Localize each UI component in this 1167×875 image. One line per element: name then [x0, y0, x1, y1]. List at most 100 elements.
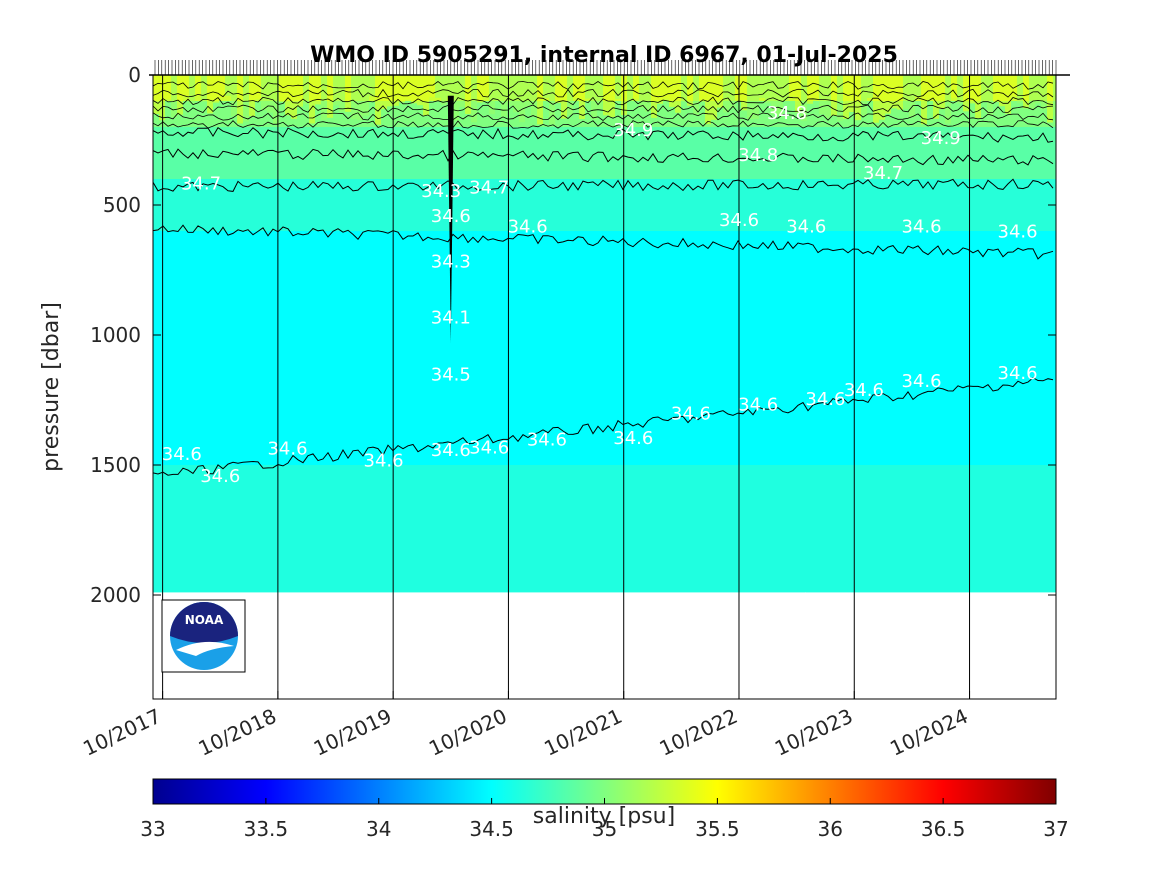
surface-patch	[231, 75, 237, 117]
y-tick-label: 0	[128, 63, 141, 87]
surface-patch	[555, 75, 561, 103]
surface-patch	[267, 75, 273, 113]
contour-label: 34.6	[200, 466, 240, 487]
surface-patch	[867, 75, 873, 98]
x-tick-label: 10/2021	[540, 704, 625, 761]
colorbar-ticks: 33 33.5 34 34.5 35 35.5 36 36.5 37	[140, 798, 1069, 841]
contour-label: 34.6	[719, 210, 759, 231]
surface-patch	[579, 75, 585, 119]
contour-label: 34.6	[805, 389, 845, 410]
surface-patch	[471, 75, 477, 123]
surface-patch	[963, 75, 969, 112]
colorbar-tick-label: 36.5	[921, 817, 966, 841]
surface-patch	[255, 75, 261, 99]
colorbar-tick-label: 34	[366, 817, 391, 841]
colorbar-tick-label: 33	[140, 817, 165, 841]
surface-patch	[339, 75, 345, 112]
contour-label: 34.6	[786, 216, 826, 237]
contour-label: 34.6	[364, 450, 404, 471]
surface-patch	[525, 75, 531, 107]
contour-label: 34.6	[267, 439, 307, 460]
surface-patch	[825, 75, 831, 119]
surface-patch	[993, 75, 999, 103]
surface-patch	[507, 75, 513, 106]
surface-patch	[873, 75, 879, 123]
contour-label: 34.6	[738, 394, 778, 415]
surface-patch	[831, 75, 837, 116]
surface-patch	[249, 75, 255, 117]
surface-patch	[291, 75, 297, 119]
no-data-region	[153, 592, 1056, 699]
surface-patch	[981, 75, 987, 103]
surface-patch	[945, 75, 951, 124]
contour-label: 34.6	[162, 444, 202, 465]
surface-patch	[189, 75, 195, 104]
surface-patch	[723, 75, 729, 113]
contour-line	[153, 148, 1054, 166]
x-tick-label: 10/2024	[886, 704, 971, 761]
surface-patch	[603, 75, 609, 116]
contour-line	[153, 81, 1054, 90]
surface-patch	[273, 75, 279, 125]
contour-line	[153, 120, 1054, 129]
surface-patch	[663, 75, 669, 99]
contour-labels: 34.734.6 34.6 34.6 34.6 34.634.3 34.734.634.3…	[162, 103, 1038, 487]
contour-label: 34.6	[844, 380, 884, 401]
contour-line	[153, 112, 1054, 122]
contour-line	[153, 88, 1054, 98]
surface-patch	[909, 75, 915, 118]
colorbar-label: salinity [psu]	[533, 804, 675, 829]
surface-patch	[651, 75, 657, 118]
contour-label: 34.5	[431, 365, 471, 386]
surface-patch	[183, 75, 189, 96]
contour-label: 34.8	[738, 145, 778, 166]
surface-patch	[1035, 75, 1041, 104]
surface-patch	[369, 75, 375, 97]
surface-patch	[489, 75, 495, 115]
surface-patch	[633, 75, 639, 99]
surface-patch	[429, 75, 435, 98]
surface-patch	[753, 75, 759, 119]
surface-patch	[213, 75, 219, 103]
contour-label: 34.6	[431, 206, 471, 227]
surface-patch	[561, 75, 567, 119]
surface-patch	[513, 75, 519, 113]
surface-patch	[453, 75, 459, 121]
surface-patch	[717, 75, 723, 108]
surface-patch	[687, 75, 693, 106]
contour-label: 34.6	[613, 428, 653, 449]
colorbar-tick-label: 34.5	[469, 817, 514, 841]
surface-patch	[333, 75, 339, 106]
surface-patch	[447, 75, 453, 98]
surface-patch	[1023, 75, 1029, 109]
surface-patch	[477, 75, 483, 103]
contour-line	[153, 96, 1054, 106]
surface-patch	[279, 75, 285, 102]
x-tick-label: 10/2019	[310, 704, 395, 761]
surface-patch	[381, 75, 387, 110]
y-axis: 0 500 1000 1500 2000	[90, 63, 1056, 607]
surface-patch	[951, 75, 957, 98]
surface-patch	[399, 75, 405, 103]
surface-patch	[297, 75, 303, 107]
contour-label: 34.6	[671, 404, 711, 425]
surface-patch	[537, 75, 543, 125]
surface-patch	[201, 75, 207, 102]
surface-patch	[423, 75, 429, 116]
contour-label: 34.6	[431, 440, 471, 461]
surface-patch	[543, 75, 549, 98]
surface-patch	[729, 75, 735, 108]
surface-patch	[639, 75, 645, 108]
contour-label: 34.6	[998, 363, 1038, 384]
surface-patch	[765, 75, 771, 104]
surface-patch	[285, 75, 291, 116]
y-tick-label: 1500	[90, 453, 141, 477]
contour-label: 34.8	[767, 103, 807, 124]
contour-line	[153, 126, 1054, 143]
surface-patch	[735, 75, 741, 101]
surface-patch	[465, 75, 471, 114]
contour-label: 34.3	[421, 181, 461, 202]
surface-patch	[645, 75, 651, 112]
surface-patch	[897, 75, 903, 110]
